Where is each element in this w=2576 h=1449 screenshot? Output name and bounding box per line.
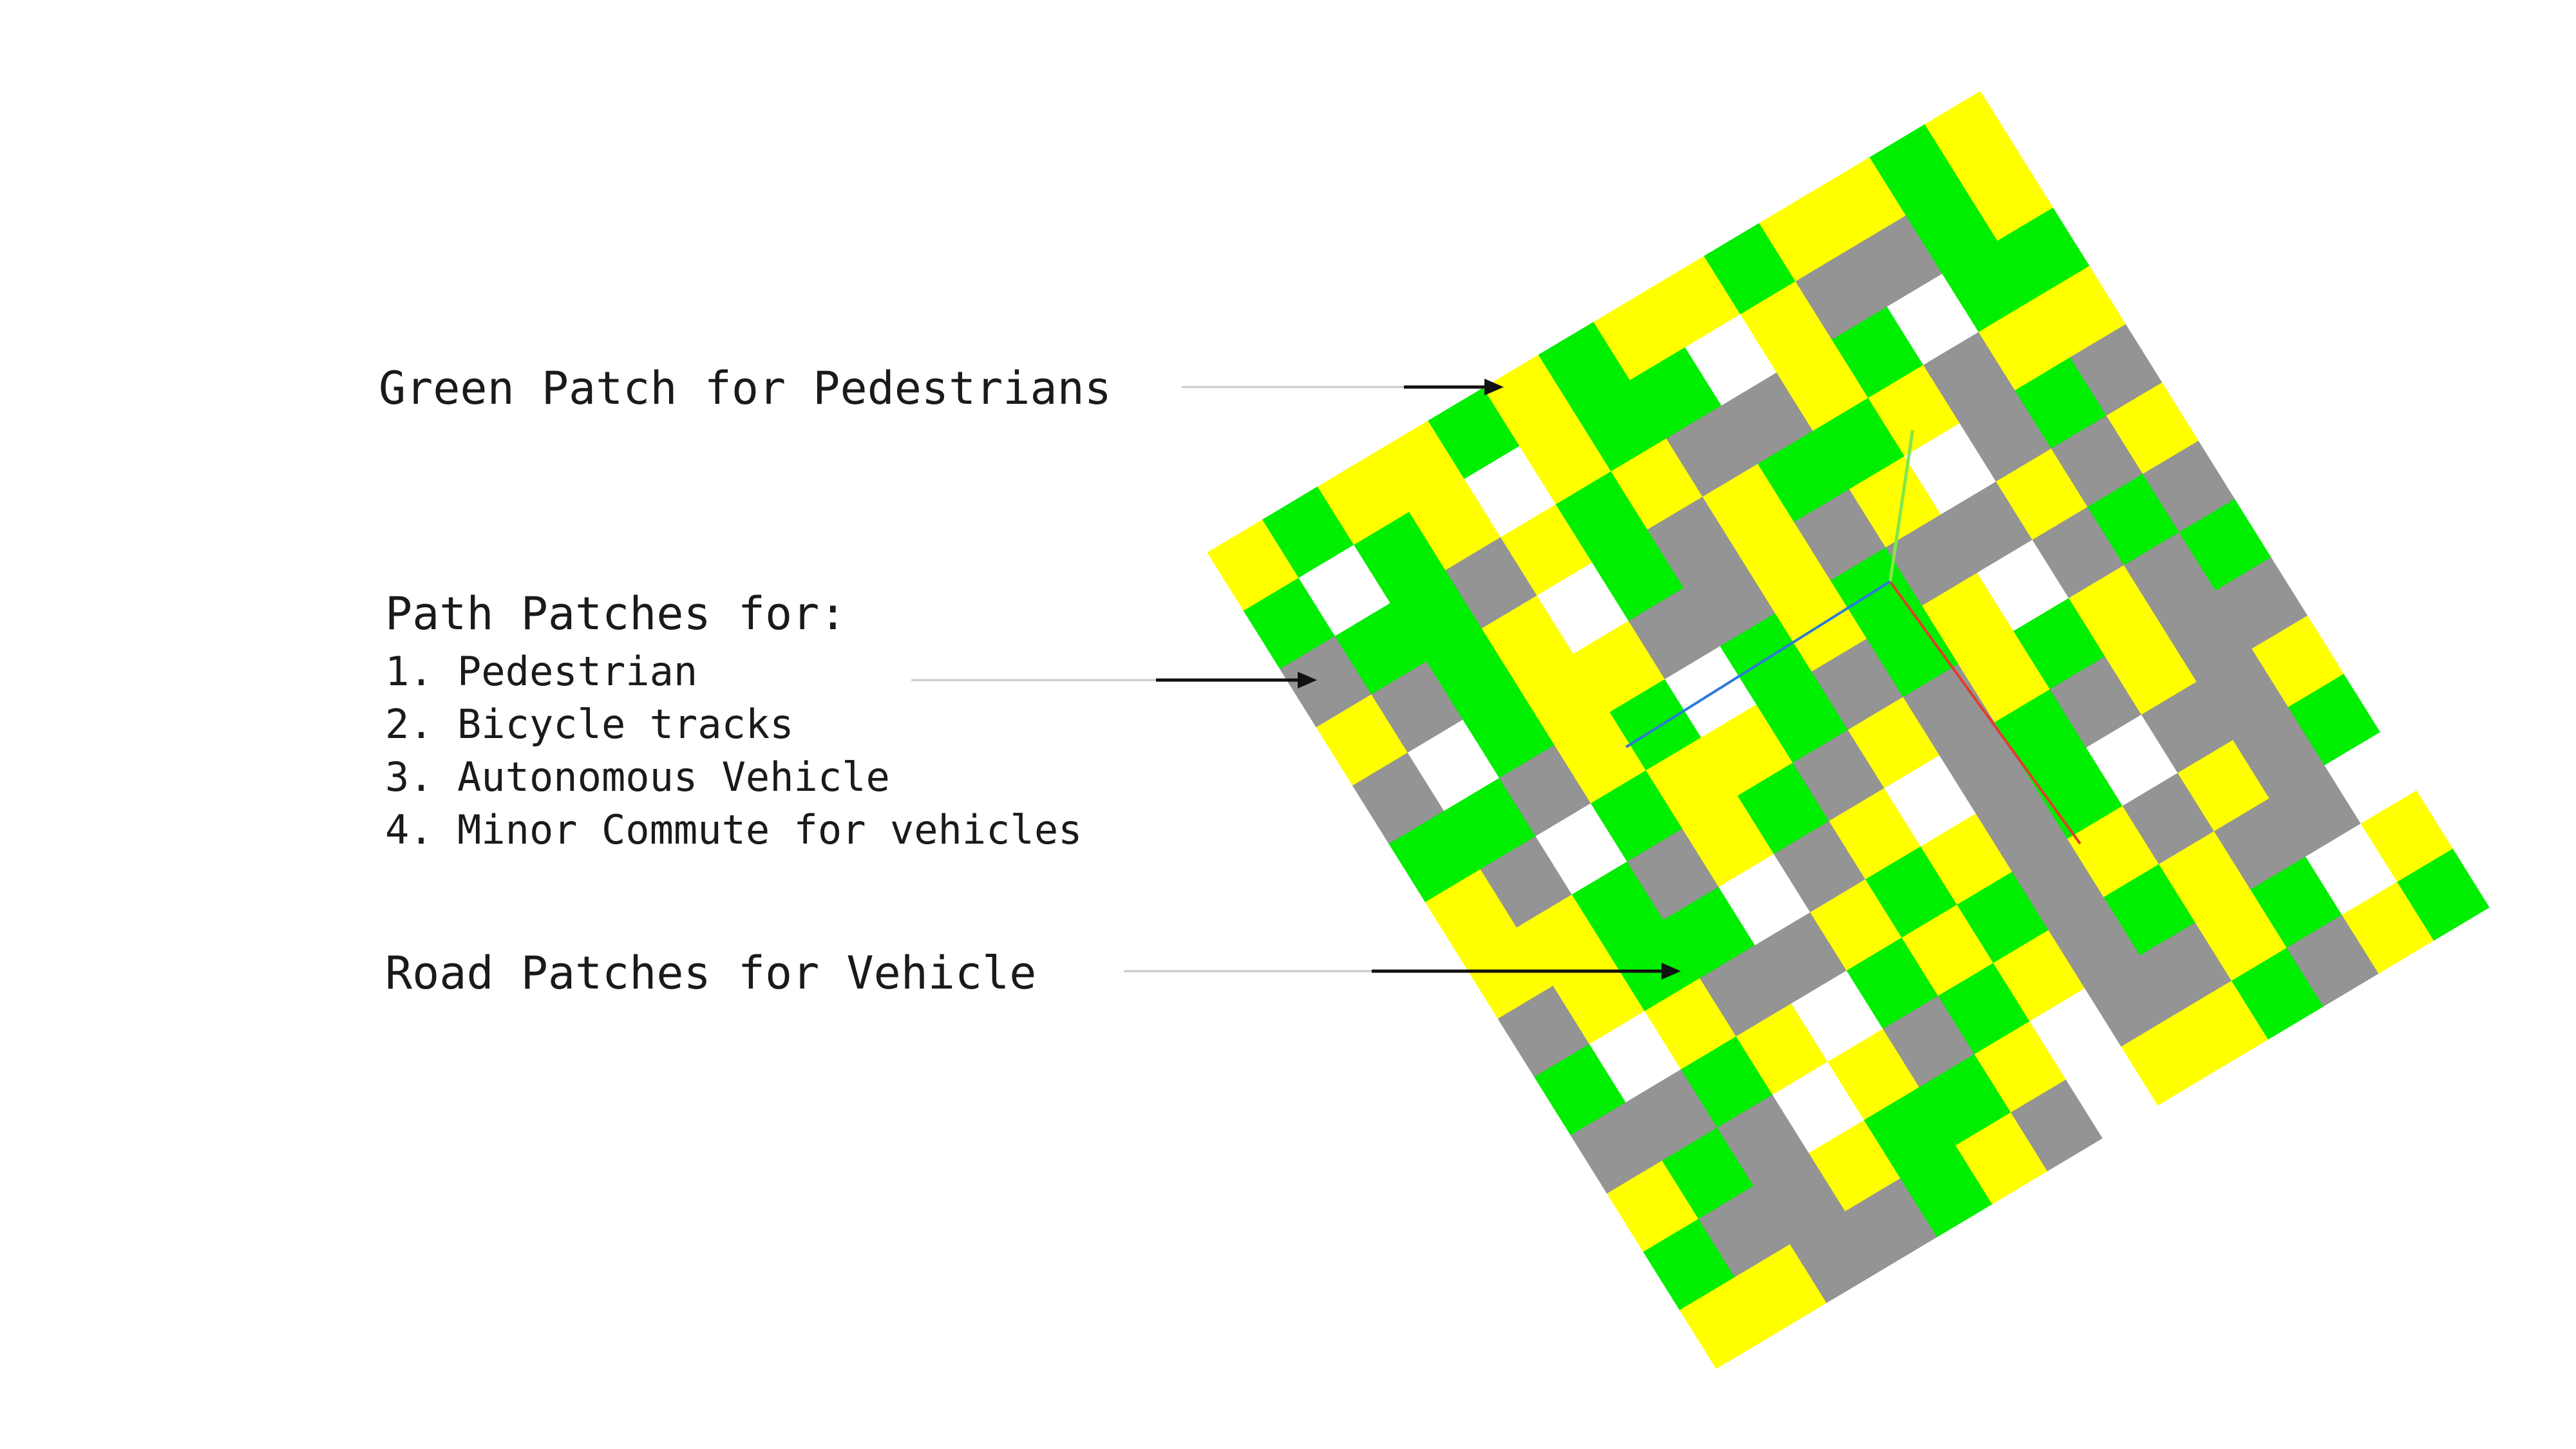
annotation-arrows [911,379,1681,980]
x-axis-line [1889,580,2081,845]
path-item-pedestrian: 1. Pedestrian [385,648,698,695]
path-item-minor-commute: 4. Minor Commute for vehicles [385,806,1083,853]
green-patch-tile [2397,848,2490,941]
green-patch-label: Green Patch for Pedestrians [379,362,1112,415]
road-patches-arrowhead [1662,963,1681,980]
path-item-autonomous: 3. Autonomous Vehicle [385,753,890,800]
path-patches-title: Path Patches for: [385,587,847,640]
z-axis-line [1625,580,1891,748]
y-axis-line [1888,430,1915,582]
path-item-bicycle: 2. Bicycle tracks [385,701,794,748]
green-patch-arrowhead [1484,379,1504,395]
patch-grid [1207,91,2490,1369]
path-patches-arrowhead [1298,672,1317,688]
coordinate-axes [1625,430,2081,845]
road-patches-label: Road Patches for Vehicle [385,947,1037,999]
path-patches-list: 1. Pedestrian 2. Bicycle tracks 3. Auton… [385,645,1083,857]
